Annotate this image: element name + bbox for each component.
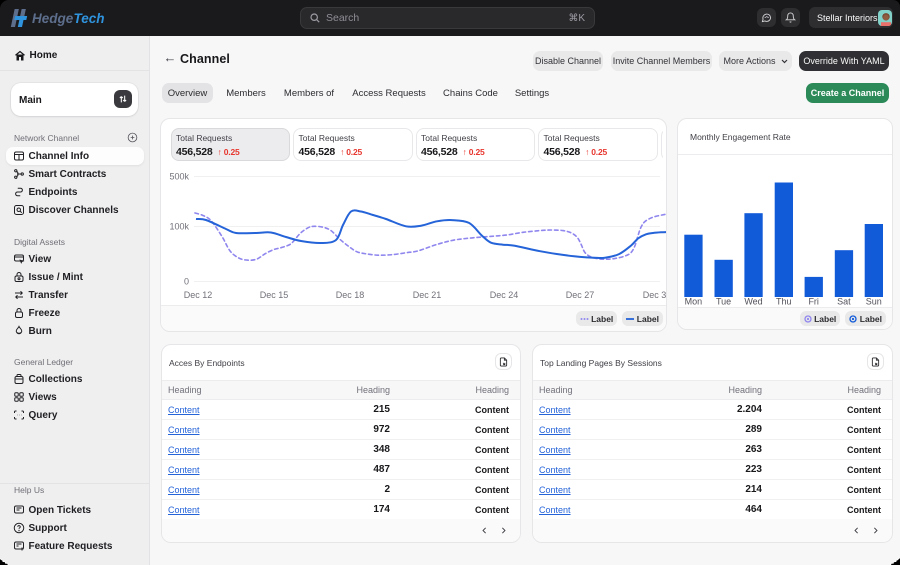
svg-text:Dec 12: Dec 12: [184, 290, 213, 300]
svg-text:500k: 500k: [169, 172, 189, 182]
svg-text:Dec 27: Dec 27: [566, 290, 595, 300]
svg-text:Thu: Thu: [776, 297, 792, 307]
svg-text:Mon: Mon: [685, 297, 703, 307]
svg-text:Hedge: Hedge: [32, 11, 74, 26]
svg-text:Dec 21: Dec 21: [413, 290, 442, 300]
svg-text:Dec 15: Dec 15: [260, 290, 289, 300]
svg-text:Sat: Sat: [837, 297, 851, 307]
svg-text:Tech: Tech: [74, 11, 105, 26]
svg-text:Fri: Fri: [808, 297, 819, 307]
svg-text:0: 0: [184, 277, 189, 287]
svg-text:Dec 18: Dec 18: [336, 290, 365, 300]
svg-text:100k: 100k: [169, 222, 189, 232]
svg-text:Sun: Sun: [866, 297, 882, 307]
svg-text:Dec 24: Dec 24: [490, 290, 519, 300]
svg-text:Wed: Wed: [744, 297, 762, 307]
svg-text:Dec 30: Dec 30: [643, 290, 666, 300]
svg-text:Tue: Tue: [716, 297, 731, 307]
